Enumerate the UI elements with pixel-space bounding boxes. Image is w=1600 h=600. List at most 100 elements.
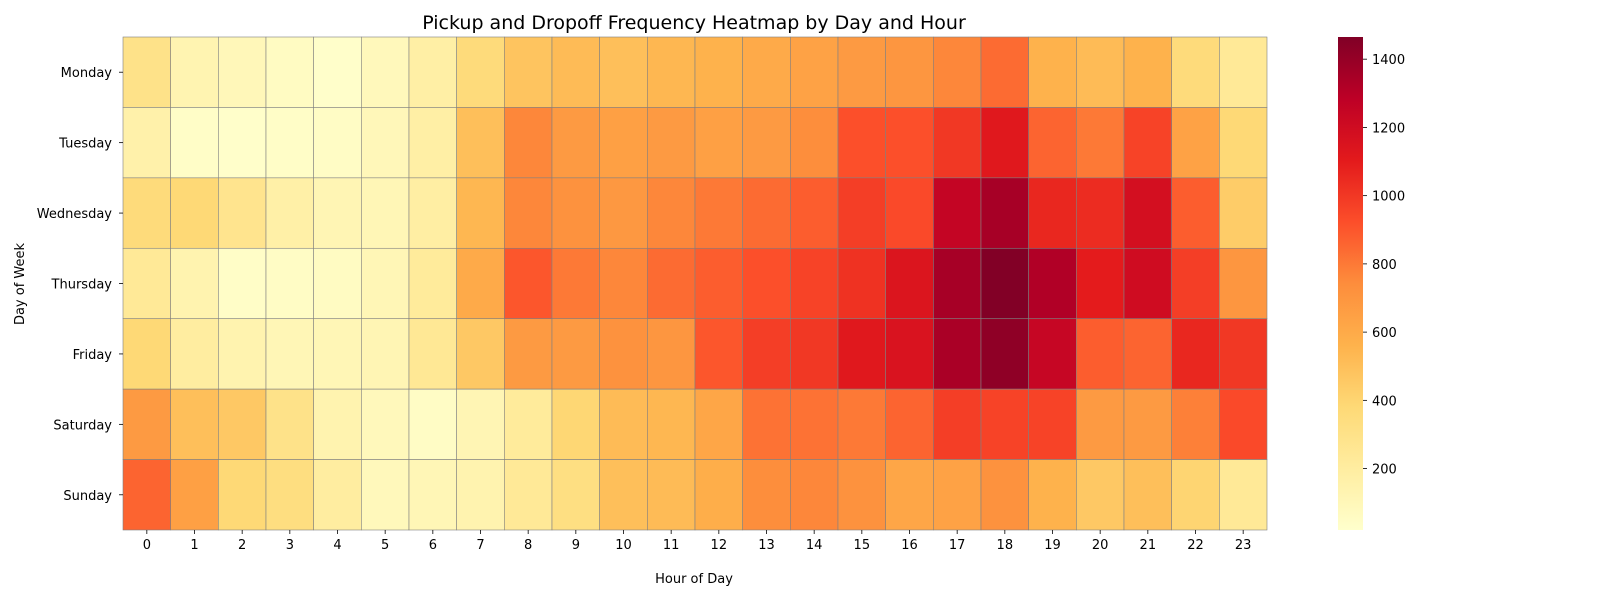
heatmap-cell-wednesday-17 (933, 177, 982, 249)
heatmap-cell-monday-21 (1123, 36, 1172, 108)
heatmap-cell-wednesday-19 (1028, 177, 1077, 249)
heatmap-cell-saturday-19 (1028, 388, 1077, 460)
heatmap-cell-sunday-3 (265, 459, 314, 531)
heatmap-cell-friday-3 (265, 318, 314, 390)
heatmap-cell-tuesday-10 (599, 107, 648, 179)
heatmap-cell-tuesday-21 (1123, 107, 1172, 179)
heatmap-cell-monday-17 (933, 36, 982, 108)
heatmap-cell-saturday-15 (837, 388, 886, 460)
heatmap-cell-monday-11 (647, 36, 696, 108)
colorbar-tick-label: 1400 (1372, 53, 1405, 68)
heatmap-cell-thursday-20 (1076, 247, 1125, 320)
heatmap-cell-tuesday-3 (265, 107, 314, 179)
x-tick-label: 13 (758, 538, 775, 553)
colorbar-tick-label: 400 (1372, 394, 1397, 409)
x-tick-label: 12 (711, 538, 728, 553)
heatmap-cell-saturday-17 (933, 388, 982, 460)
heatmap-cell-thursday-2 (218, 247, 267, 320)
colorbar-tick-label: 800 (1372, 258, 1397, 273)
heatmap-cell-tuesday-16 (885, 107, 934, 179)
heatmap-cell-sunday-11 (647, 459, 696, 531)
colorbar-tick-label: 600 (1372, 326, 1397, 341)
heatmap-cell-monday-22 (1171, 36, 1220, 108)
heatmap-cell-monday-7 (456, 36, 505, 108)
heatmap-cell-wednesday-20 (1076, 177, 1125, 249)
heatmap-cell-wednesday-7 (456, 177, 505, 249)
heatmap-cell-friday-17 (933, 318, 982, 390)
heatmap-cell-saturday-7 (456, 388, 505, 460)
heatmap-cell-wednesday-6 (408, 177, 457, 249)
y-tick-label: Monday (61, 66, 113, 81)
heatmap-cell-tuesday-0 (122, 107, 171, 179)
heatmap-cell-saturday-4 (313, 388, 362, 460)
x-tick-label: 1 (190, 538, 198, 553)
heatmap-cell-monday-0 (122, 36, 171, 108)
heatmap-cell-monday-13 (742, 36, 791, 108)
heatmap-cell-friday-5 (361, 318, 410, 390)
heatmap-cell-saturday-5 (361, 388, 410, 460)
heatmap-cell-sunday-21 (1123, 459, 1172, 531)
heatmap-cell-friday-19 (1028, 318, 1077, 390)
y-tick-label: Saturday (53, 418, 112, 433)
heatmap-cell-friday-15 (837, 318, 886, 390)
heatmap-cell-tuesday-8 (504, 107, 553, 179)
heatmap-cell-friday-11 (647, 318, 696, 390)
chart-title: Pickup and Dropoff Frequency Heatmap by … (422, 12, 966, 34)
heatmap-cell-sunday-6 (408, 459, 457, 531)
heatmap-cell-thursday-5 (361, 247, 410, 320)
heatmap-cell-tuesday-18 (980, 107, 1029, 179)
heatmap-cell-wednesday-18 (980, 177, 1029, 249)
heatmap-cell-saturday-22 (1171, 388, 1220, 460)
heatmap-cell-wednesday-8 (504, 177, 553, 249)
heatmap-cell-friday-9 (551, 318, 600, 390)
heatmap-cell-sunday-10 (599, 459, 648, 531)
heatmap-cell-monday-15 (837, 36, 886, 108)
colorbar-tick-label: 200 (1372, 463, 1397, 478)
heatmap-cell-tuesday-11 (647, 107, 696, 179)
heatmap-cell-wednesday-22 (1171, 177, 1220, 249)
heatmap-cell-sunday-7 (456, 459, 505, 531)
heatmap-cell-monday-8 (504, 36, 553, 108)
heatmap-cell-sunday-18 (980, 459, 1029, 531)
x-tick-label: 17 (949, 538, 966, 553)
heatmap-cell-friday-10 (599, 318, 648, 390)
heatmap-cell-saturday-23 (1219, 388, 1268, 460)
heatmap-cell-friday-14 (790, 318, 839, 390)
heatmap-cell-thursday-22 (1171, 247, 1220, 320)
heatmap-cell-thursday-18 (980, 247, 1029, 320)
heatmap-cell-saturday-0 (122, 388, 171, 460)
x-tick-label: 8 (524, 538, 532, 553)
heatmap-cell-thursday-8 (504, 247, 553, 320)
heatmap-cell-tuesday-13 (742, 107, 791, 179)
heatmap-cell-thursday-11 (647, 247, 696, 320)
heatmap-cell-wednesday-1 (170, 177, 219, 249)
heatmap-cell-thursday-16 (885, 247, 934, 320)
y-tick-label: Wednesday (37, 207, 113, 222)
heatmap-cell-thursday-15 (837, 247, 886, 320)
heatmap-cell-monday-10 (599, 36, 648, 108)
heatmap-cell-saturday-8 (504, 388, 553, 460)
heatmap-cell-thursday-17 (933, 247, 982, 320)
y-tick-label: Friday (73, 348, 113, 363)
heatmap-cell-tuesday-22 (1171, 107, 1220, 179)
heatmap-cell-tuesday-12 (694, 107, 743, 179)
heatmap-cell-sunday-14 (790, 459, 839, 531)
heatmap-cell-thursday-19 (1028, 247, 1077, 320)
heatmap-cell-sunday-13 (742, 459, 791, 531)
heatmap-cell-wednesday-4 (313, 177, 362, 249)
heatmap-cell-thursday-21 (1123, 247, 1172, 320)
x-axis-label: Hour of Day (655, 572, 733, 587)
heatmap-cell-tuesday-1 (170, 107, 219, 179)
heatmap-cell-friday-18 (980, 318, 1029, 390)
heatmap-cell-thursday-1 (170, 247, 219, 320)
heatmap-cell-wednesday-11 (647, 177, 696, 249)
heatmap-cell-monday-4 (313, 36, 362, 108)
heatmap-cell-saturday-11 (647, 388, 696, 460)
x-tick-label: 22 (1187, 538, 1204, 553)
heatmap-cell-saturday-20 (1076, 388, 1125, 460)
heatmap-cell-sunday-0 (122, 459, 171, 531)
heatmap-cell-sunday-4 (313, 459, 362, 531)
x-tick-label: 0 (143, 538, 151, 553)
heatmap-cell-saturday-9 (551, 388, 600, 460)
